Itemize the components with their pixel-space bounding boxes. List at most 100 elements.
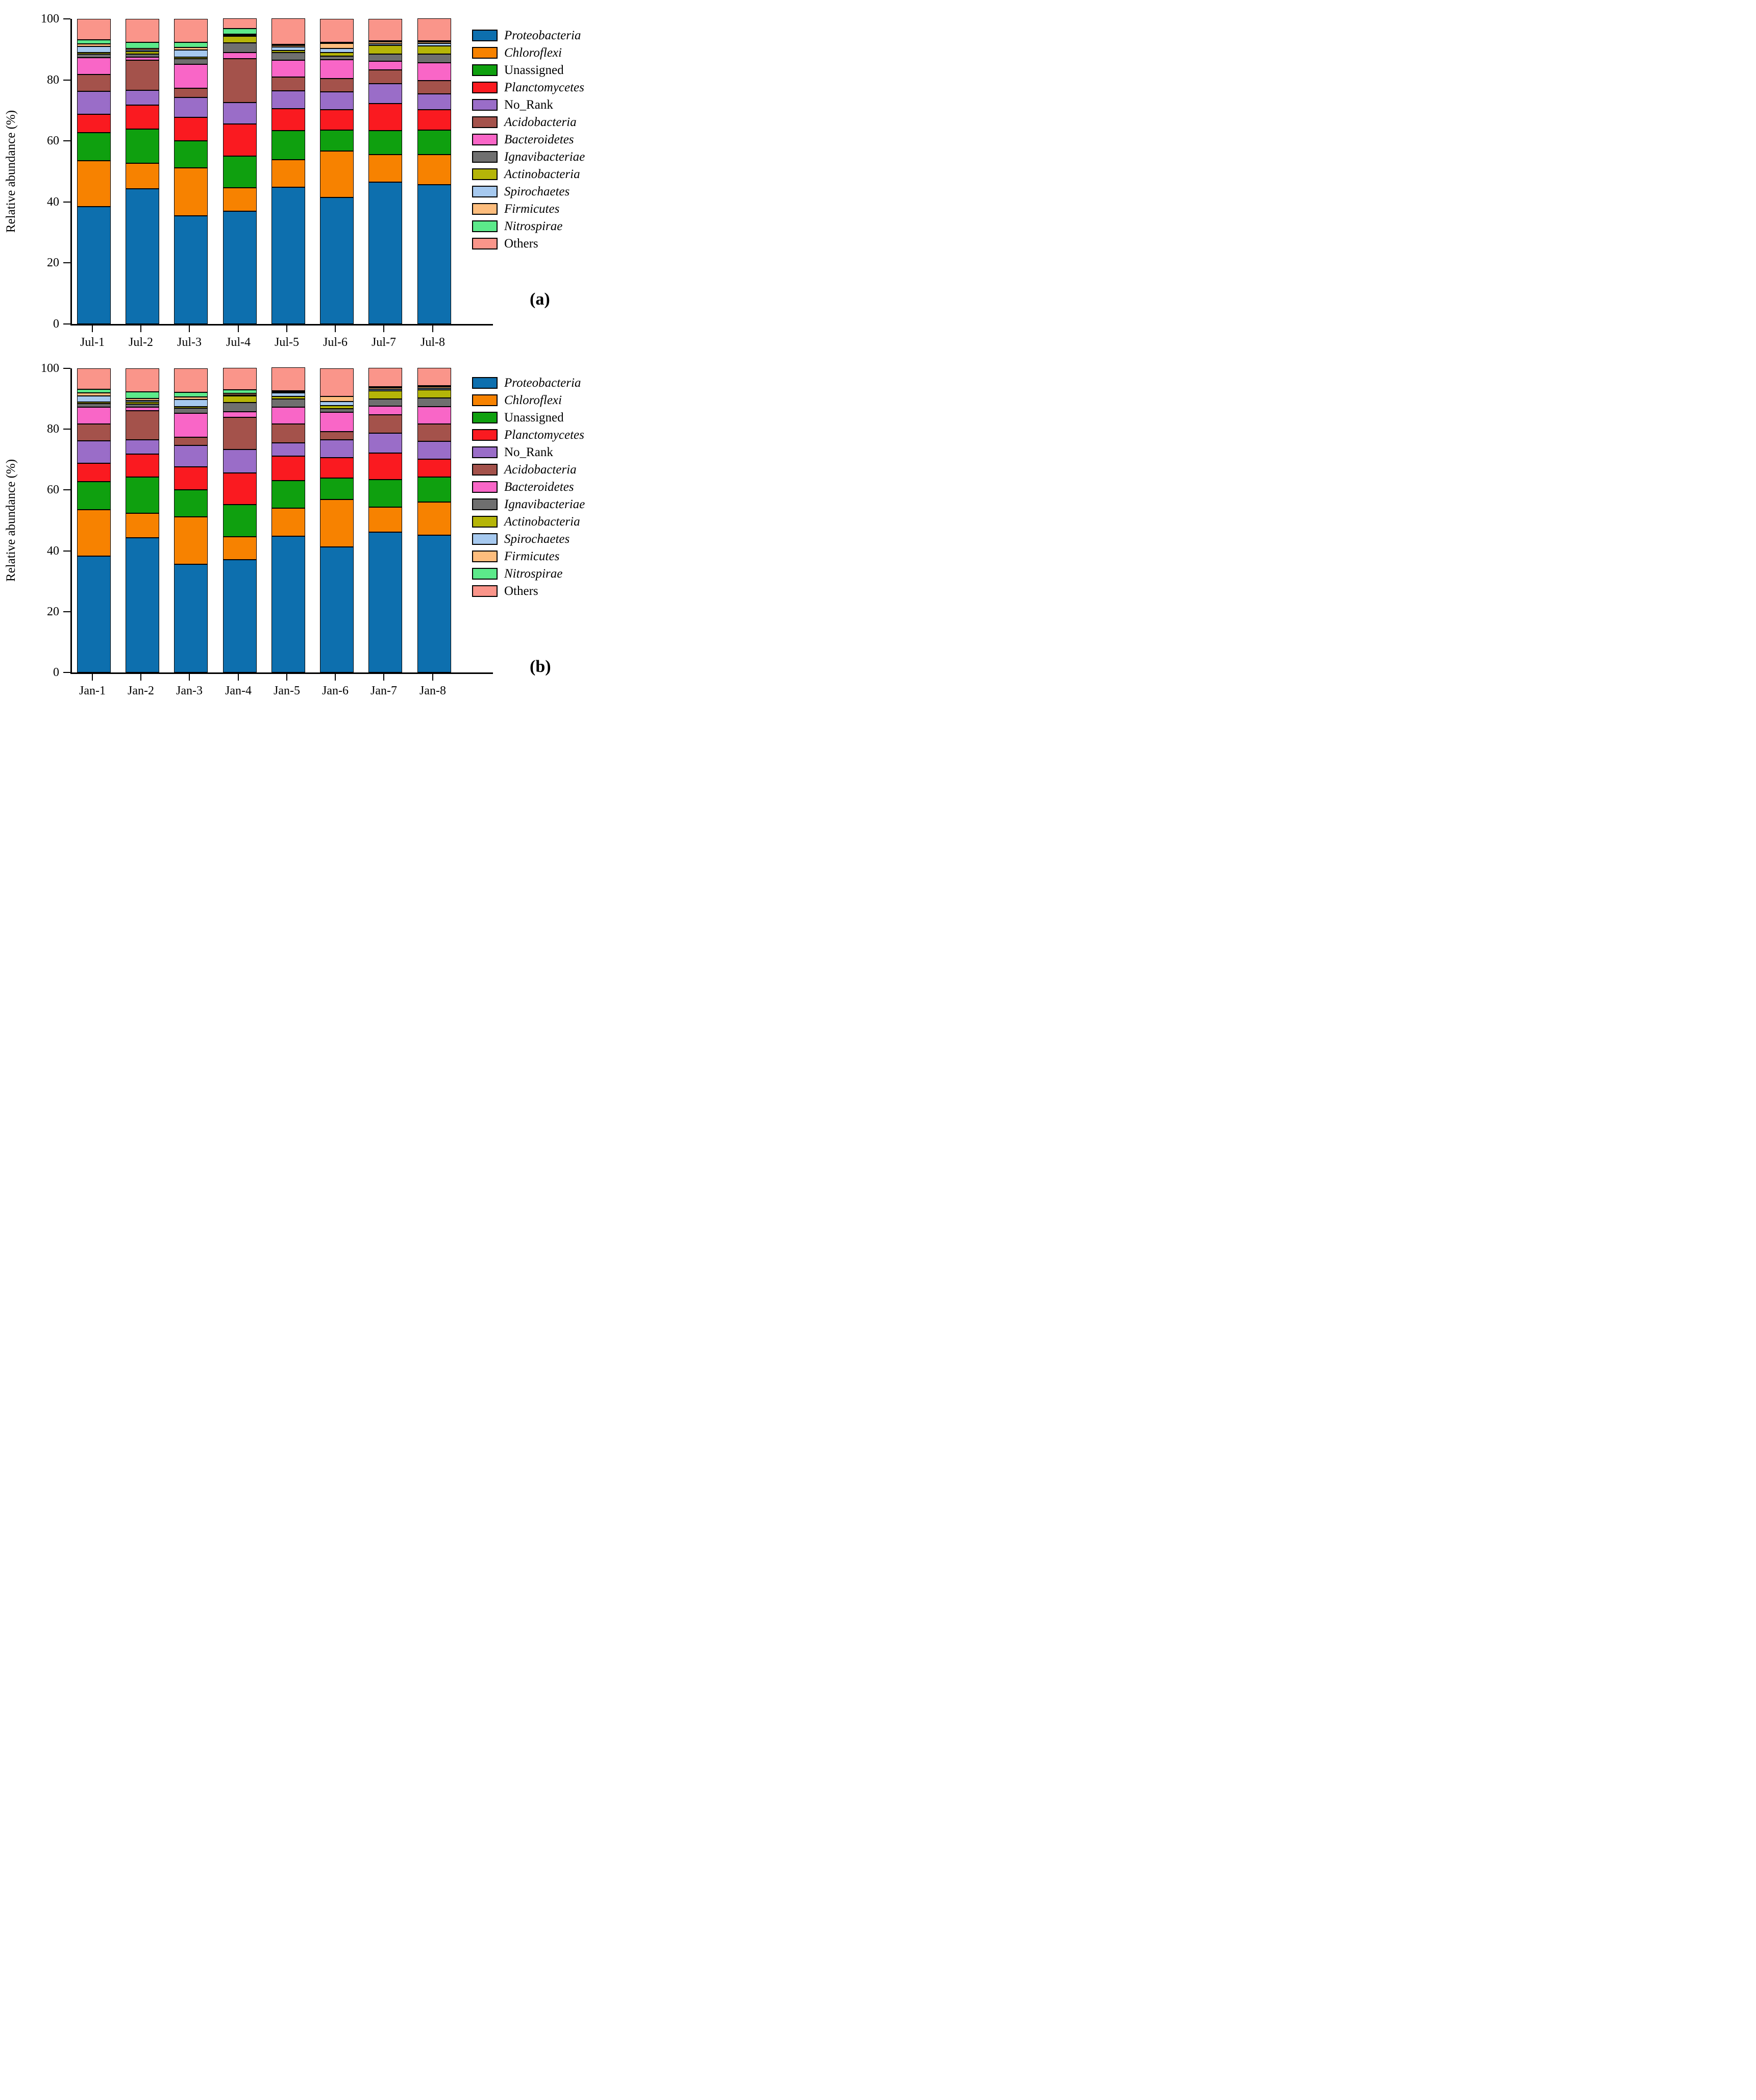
bar-segment-Jul-7-Others xyxy=(368,19,402,41)
bar-segment-Jul-1-Chloroflexi xyxy=(77,161,111,207)
legend-label-Proteobacteria: Proteobacteria xyxy=(504,28,581,42)
stacked-bar-Jan-6 xyxy=(320,368,354,672)
y-tick-label-80-a: 80 xyxy=(47,73,59,87)
legend-label-Ignavibacteriae: Ignavibacteriae xyxy=(504,149,585,164)
bar-segment-Jul-1-Acidobacteria xyxy=(77,74,111,91)
bar-segment-Jan-2-Proteobacteria xyxy=(126,537,159,672)
bar-segment-Jul-5-Ignavibacteriae xyxy=(271,52,305,60)
bar-segment-Jan-2-Others xyxy=(126,368,159,392)
bar-segment-Jul-2-No_Rank xyxy=(126,90,159,105)
legend-item-No_Rank: No_Rank xyxy=(472,443,585,461)
bar-segment-Jul-7-Acidobacteria xyxy=(368,69,402,84)
legend-label-Chloroflexi: Chloroflexi xyxy=(504,393,562,407)
legend-swatch-Firmicutes xyxy=(472,203,498,215)
bar-segment-Jan-4-Others xyxy=(223,368,257,390)
legend-item-Spirochaetes: Spirochaetes xyxy=(472,530,585,547)
y-axis-label-panel-b: Relative abundance (%) xyxy=(4,459,18,582)
bar-segment-Jul-2-Bacteroidetes xyxy=(126,57,159,61)
bar-segment-Jul-6-Acidobacteria xyxy=(320,78,354,92)
bar-segment-Jul-7-No_Rank xyxy=(368,84,402,104)
x-tick-label-Jan-4: Jan-4 xyxy=(225,684,252,697)
bar-segment-Jan-8-Ignavibacteriae xyxy=(417,397,451,407)
legend-swatch-Ignavibacteriae xyxy=(472,498,498,510)
bar-segment-Jan-6-Firmicutes xyxy=(320,396,354,402)
bar-segment-Jul-6-Others xyxy=(320,19,354,42)
bar-segment-Jul-2-Nitrospirae xyxy=(126,42,159,48)
bar-segment-Jan-2-Planctomycetes xyxy=(126,454,159,478)
bar-segment-Jul-4-Chloroflexi xyxy=(223,188,257,211)
x-tick-Jul-8 xyxy=(432,326,433,332)
bar-segment-Jan-8-Planctomycetes xyxy=(417,459,451,478)
y-tick-100-a xyxy=(63,18,70,19)
bar-segment-Jan-7-Actinobacteria xyxy=(368,391,402,399)
x-tick-Jan-5 xyxy=(286,674,287,681)
legend-swatch-Actinobacteria xyxy=(472,168,498,180)
legend-label-Firmicutes: Firmicutes xyxy=(504,549,560,563)
legend-swatch-Planctomycetes xyxy=(472,429,498,441)
legend-swatch-Acidobacteria xyxy=(472,463,498,476)
legend-item-Unassigned: Unassigned xyxy=(472,409,585,426)
bar-segment-Jul-6-Bacteroidetes xyxy=(320,59,354,79)
legend-item-Bacteroidetes: Bacteroidetes xyxy=(472,478,585,495)
bar-segment-Jul-7-Proteobacteria xyxy=(368,182,402,324)
bar-segment-Jul-2-Proteobacteria xyxy=(126,188,159,324)
y-tick-0-a xyxy=(63,323,70,324)
bar-segment-Jan-5-Ignavibacteriae xyxy=(271,398,305,407)
bar-segment-Jul-5-Proteobacteria xyxy=(271,187,305,324)
bar-segment-Jan-3-Proteobacteria xyxy=(174,564,208,672)
bar-segment-Jul-8-Firmicutes xyxy=(417,41,451,43)
legend-label-Others: Others xyxy=(504,584,538,598)
bar-segment-Jul-2-Ignavibacteriae xyxy=(126,54,159,57)
legend-swatch-Bacteroidetes xyxy=(472,133,498,145)
y-tick-label-0-a: 0 xyxy=(53,317,59,331)
legend-swatch-Bacteroidetes xyxy=(472,481,498,493)
stacked-bar-Jul-1 xyxy=(77,19,111,324)
legend-item-Ignavibacteriae: Ignavibacteriae xyxy=(472,495,585,513)
bar-segment-Jul-8-Actinobacteria xyxy=(417,46,451,54)
bar-segment-Jan-7-Nitrospirae xyxy=(368,386,402,388)
bar-segment-Jan-4-Bacteroidetes xyxy=(223,412,257,417)
bar-segment-Jan-3-Nitrospirae xyxy=(174,392,208,397)
bar-segment-Jan-4-Proteobacteria xyxy=(223,560,257,672)
bar-segment-Jan-8-Others xyxy=(417,367,451,386)
bar-segment-Jul-6-Spirochaetes xyxy=(320,48,354,53)
legend-item-Unassigned: Unassigned xyxy=(472,61,585,79)
x-tick-label-Jan-5: Jan-5 xyxy=(274,684,300,697)
bar-segment-Jul-7-Chloroflexi xyxy=(368,154,402,182)
legend-item-Others: Others xyxy=(472,582,585,599)
bar-segment-Jul-4-Unassigned xyxy=(223,156,257,188)
bar-segment-Jul-4-Nitrospirae xyxy=(223,29,257,34)
bar-segment-Jul-2-Spirochaetes xyxy=(126,50,159,52)
bar-segment-Jan-2-Bacteroidetes xyxy=(126,407,159,411)
stacked-bar-Jul-7 xyxy=(368,19,402,324)
y-tick-label-60-b: 60 xyxy=(47,483,59,497)
bar-segment-Jan-8-Actinobacteria xyxy=(417,390,451,398)
legend-item-Acidobacteria: Acidobacteria xyxy=(472,461,585,478)
legend-label-Actinobacteria: Actinobacteria xyxy=(504,167,580,181)
bar-segment-Jul-1-Bacteroidetes xyxy=(77,58,111,75)
bar-segment-Jan-3-Ignavibacteriae xyxy=(174,408,208,414)
x-tick-label-Jan-3: Jan-3 xyxy=(176,684,203,697)
bar-segment-Jan-2-Chloroflexi xyxy=(126,513,159,538)
stacked-bar-Jul-4 xyxy=(223,18,257,324)
legend-label-Firmicutes: Firmicutes xyxy=(504,202,560,216)
y-tick-40-a xyxy=(63,201,70,203)
bar-segment-Jul-5-Actinobacteria xyxy=(271,50,305,53)
bar-segment-Jul-4-Acidobacteria xyxy=(223,59,257,103)
legend-label-Proteobacteria: Proteobacteria xyxy=(504,376,581,390)
bar-segment-Jan-2-No_Rank xyxy=(126,440,159,454)
legend-label-No_Rank: No_Rank xyxy=(504,445,553,459)
legend-item-Others: Others xyxy=(472,235,585,252)
legend-swatch-Ignavibacteriae xyxy=(472,151,498,163)
legend-label-Nitrospirae: Nitrospirae xyxy=(504,566,563,581)
bar-segment-Jan-4-Firmicutes xyxy=(223,393,257,395)
y-tick-label-0-b: 0 xyxy=(53,666,59,679)
bar-segment-Jul-3-Proteobacteria xyxy=(174,215,208,324)
bar-segment-Jul-4-Proteobacteria xyxy=(223,211,257,324)
bar-segment-Jan-8-Spirochaetes xyxy=(417,388,451,390)
bar-segment-Jul-5-Acidobacteria xyxy=(271,77,305,91)
stacked-bar-Jul-8 xyxy=(417,18,451,324)
bar-segment-Jan-6-Unassigned xyxy=(320,478,354,499)
y-tick-label-40-a: 40 xyxy=(47,195,59,209)
legend-item-Nitrospirae: Nitrospirae xyxy=(472,217,585,235)
